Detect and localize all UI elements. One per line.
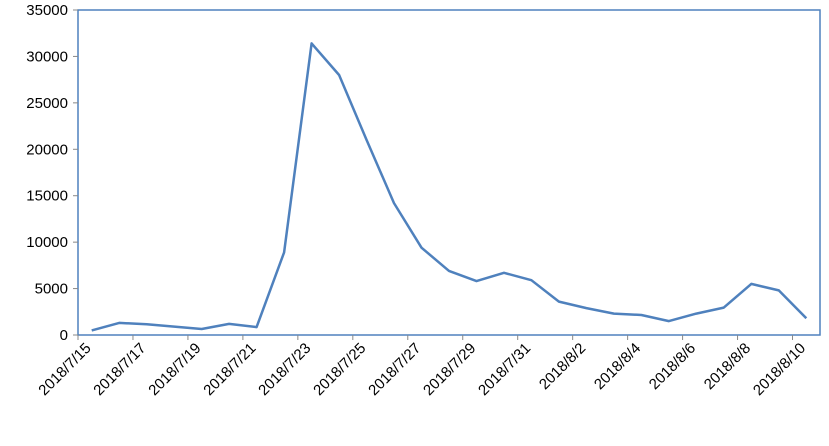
x-tick-label: 2018/7/21 — [200, 340, 259, 399]
y-tick-label: 30000 — [26, 48, 68, 65]
x-tick-label: 2018/8/6 — [646, 340, 699, 393]
data-line — [91, 42, 808, 332]
x-tick-label: 2018/7/17 — [90, 340, 149, 399]
x-tick-label: 2018/7/27 — [365, 340, 424, 399]
y-tick-label: 35000 — [26, 2, 68, 19]
x-tick-label: 2018/7/23 — [255, 340, 314, 399]
x-tick-label: 2018/8/8 — [701, 340, 754, 393]
y-tick-label: 0 — [60, 327, 68, 344]
y-tick-label: 15000 — [26, 188, 68, 205]
x-tick-label: 2018/7/19 — [145, 340, 204, 399]
y-tick-label: 20000 — [26, 141, 68, 158]
x-tick-label: 2018/7/15 — [35, 340, 94, 399]
x-tick-label: 2018/7/25 — [310, 340, 369, 399]
x-tick-label: 2018/7/29 — [420, 340, 479, 399]
x-tick-label: 2018/8/10 — [750, 340, 809, 399]
y-tick-label: 10000 — [26, 234, 68, 251]
x-tick-label: 2018/7/31 — [475, 340, 534, 399]
y-tick-label: 5000 — [35, 281, 68, 298]
x-tick-label: 2018/8/4 — [591, 340, 644, 393]
x-tick-label: 2018/8/2 — [536, 340, 589, 393]
y-tick-label: 25000 — [26, 95, 68, 112]
plot-frame — [77, 9, 821, 336]
